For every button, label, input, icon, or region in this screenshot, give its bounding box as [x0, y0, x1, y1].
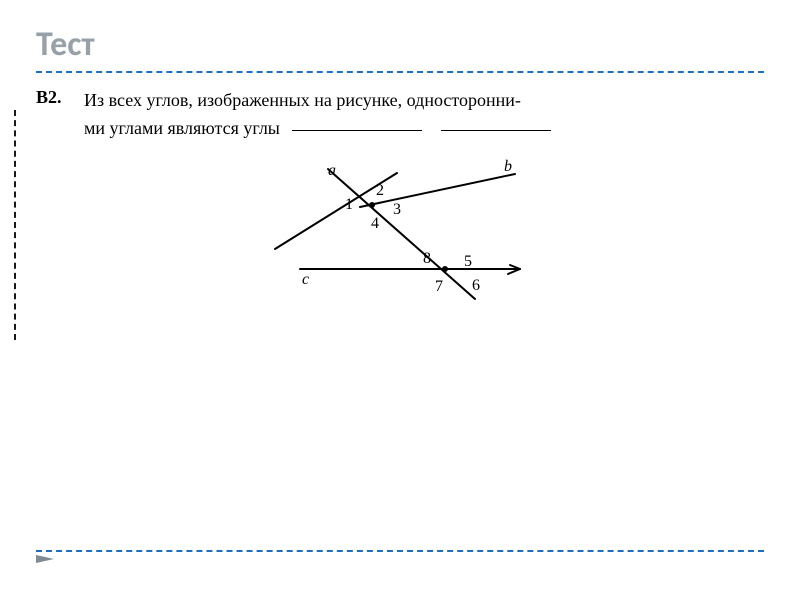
problem-block: В2. Из всех углов, изображенных на рисун…	[36, 87, 764, 143]
slide: Тест В2. Из всех углов, изображенных на …	[0, 0, 800, 600]
title-row: Тест	[36, 24, 764, 73]
problem-line-1: Из всех углов, изображенных на рисунке, …	[84, 87, 764, 115]
answer-blank-1[interactable]	[292, 130, 422, 131]
answer-blank-2[interactable]	[441, 130, 551, 131]
figure-wrap: a b c 1 234 56 78	[36, 149, 764, 309]
svg-text:1: 1	[345, 196, 353, 213]
svg-text:c: c	[302, 271, 309, 288]
angle-diagram: a b c 1 234 56 78	[240, 149, 560, 309]
page-title: Тест	[36, 24, 764, 65]
svg-text:2: 2	[376, 182, 384, 199]
bottom-rule	[36, 550, 764, 552]
problem-line-2-prefix: ми углами являются углы	[84, 118, 280, 138]
svg-text:8: 8	[423, 250, 431, 267]
svg-text:5: 5	[464, 253, 472, 270]
svg-text:6: 6	[472, 277, 480, 294]
body: В2. Из всех углов, изображенных на рисун…	[36, 87, 764, 309]
svg-text:b: b	[504, 158, 512, 175]
svg-text:7: 7	[435, 278, 443, 295]
problem-line-2: ми углами являются углы	[84, 115, 764, 143]
svg-text:4: 4	[371, 215, 379, 232]
svg-text:a: a	[328, 162, 336, 179]
svg-text:3: 3	[393, 201, 401, 218]
problem-text: Из всех углов, изображенных на рисунке, …	[84, 87, 764, 143]
page-corner-icon	[36, 552, 54, 566]
problem-label: В2.	[36, 87, 84, 143]
left-gutter-dashes	[14, 110, 16, 340]
